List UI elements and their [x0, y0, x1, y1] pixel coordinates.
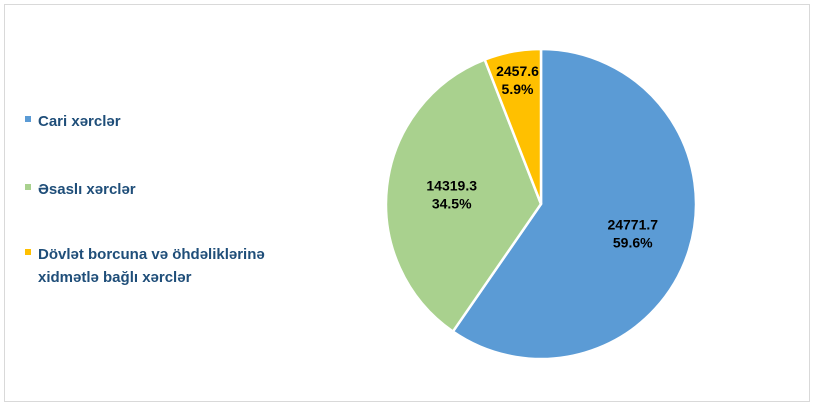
legend-item-dovlet-borcu: Dövlət borcuna və öhdəliklərinə xidmətlə…	[25, 243, 298, 289]
slice-label-cari-value: 24771.7	[607, 217, 658, 233]
pie-chart: 24771.7 59.6% 14319.3 34.5% 2457.6 5.9%	[384, 47, 698, 361]
legend-label-dovlet-borcu: Dövlət borcuna və öhdəliklərinə xidmətlə…	[38, 246, 265, 286]
slice-label-esasli: 14319.3 34.5%	[426, 178, 477, 212]
slice-label-esasli-percent: 34.5%	[432, 196, 472, 212]
slice-label-dovlet-borcu: 2457.6 5.9%	[496, 63, 539, 97]
chart-frame: Cari xərclər Əsaslı xərclər Dövlət borcu…	[4, 4, 810, 402]
legend-swatch-cari	[25, 116, 31, 122]
slice-label-dovlet-borcu-percent: 5.9%	[502, 81, 534, 97]
legend-label-cari: Cari xərclər	[38, 113, 121, 130]
slice-label-dovlet-borcu-value: 2457.6	[496, 63, 539, 79]
legend-item-esasli: Əsaslı xərclər	[25, 178, 328, 201]
pie-slice-dovlet-borcu	[483, 47, 543, 205]
slice-label-esasli-value: 14319.3	[426, 178, 477, 194]
legend-swatch-dovlet-borcu	[25, 249, 31, 255]
slice-label-cari: 24771.7 59.6%	[607, 217, 658, 251]
legend-item-cari: Cari xərclər	[25, 110, 328, 133]
pie-slice-esasli	[384, 57, 543, 334]
pie-slice-cari	[451, 47, 698, 361]
legend-label-esasli: Əsaslı xərclər	[38, 181, 136, 198]
slice-label-cari-percent: 59.6%	[613, 235, 653, 251]
legend-swatch-esasli	[25, 184, 31, 190]
